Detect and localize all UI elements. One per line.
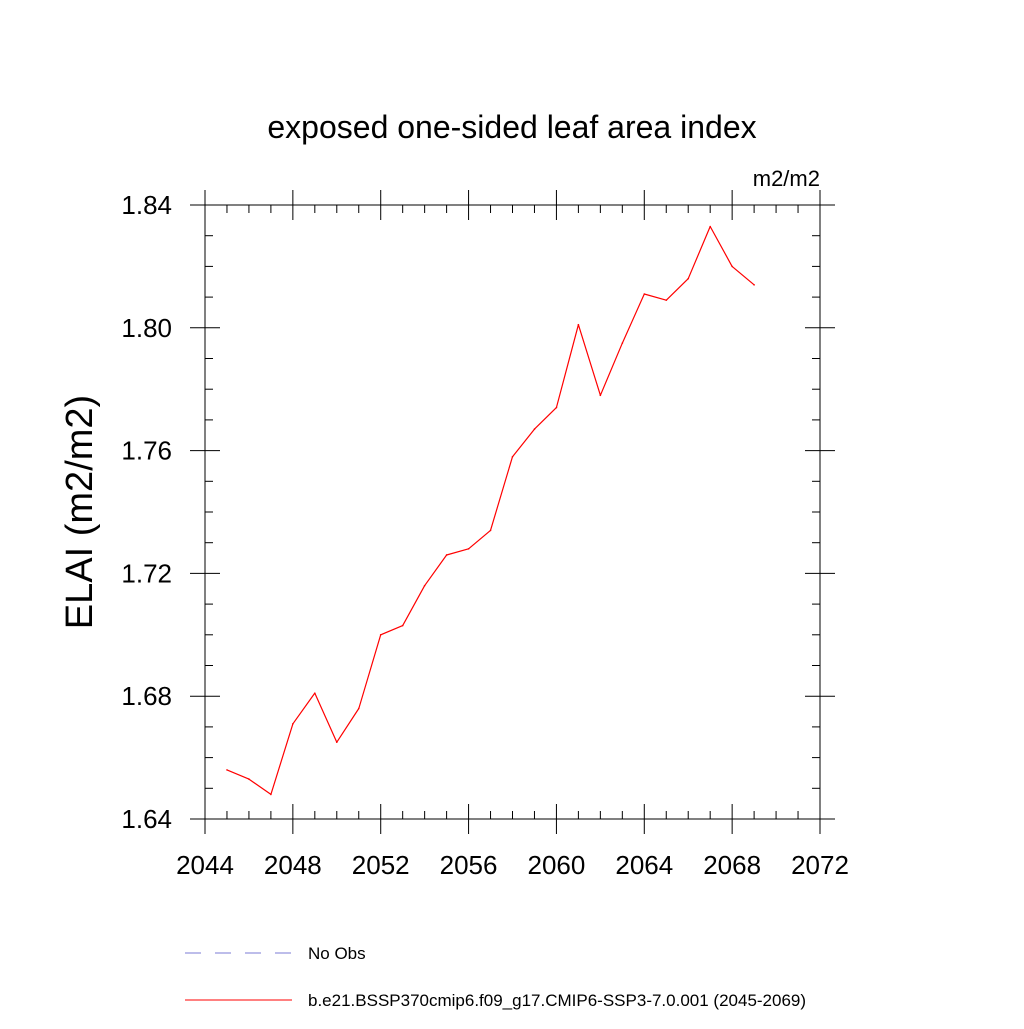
series-line [226,225,755,796]
data-point [555,406,558,409]
data-point [731,265,733,268]
data-point [423,584,426,587]
x-tick-label: 2060 [528,850,586,880]
y-axis-label: ELAI (m2/m2) [59,395,101,629]
legend: No Obs b.e21.BSSP370cmip6.f09_g17.CMIP6-S… [185,944,806,1010]
y-tick-labels: 1.64 1.68 1.72 1.76 1.80 1.84 [121,190,172,834]
data-point [599,394,602,397]
data-point [445,554,448,556]
data-point [511,455,514,458]
data-point [226,769,228,771]
units-label: m2/m2 [753,166,820,191]
legend-label: No Obs [308,944,366,963]
x-tick-label: 2052 [352,850,410,880]
y-tick-label: 1.80 [121,313,172,343]
data-point [335,741,338,744]
data-point [643,293,646,295]
data-point [709,225,711,228]
data-point [270,793,272,796]
data-point [753,284,755,286]
data-point [533,428,536,430]
x-tick-label: 2044 [176,850,234,880]
data-point [292,723,294,725]
x-tick-label: 2068 [703,850,761,880]
y-tick-label: 1.72 [121,558,172,588]
x-tick-label: 2072 [791,850,849,880]
legend-label: b.e21.BSSP370cmip6.f09_g17.CMIP6-SSP3-7.… [308,991,806,1010]
x-tick-labels: 2044 2048 2052 2056 2060 2064 2068 2072 [176,850,849,880]
data-point [577,323,580,326]
data-point [357,707,360,710]
x-tick-label: 2056 [440,850,498,880]
y-tick-label: 1.76 [121,436,172,466]
series-layer [226,225,755,796]
y-tick-label: 1.64 [121,804,172,834]
data-point [489,529,492,532]
data-point [665,299,668,301]
data-point [467,548,470,550]
major-ticks [190,190,835,834]
plot-frame [204,204,821,820]
chart-title: exposed one-sided leaf area index [267,109,756,145]
data-point [621,342,624,344]
data-point [248,778,250,780]
minor-ticks [205,205,820,819]
x-tick-label: 2064 [615,850,673,880]
x-tick-label: 2048 [264,850,322,880]
y-tick-label: 1.68 [121,681,172,711]
y-tick-label: 1.84 [121,190,172,220]
data-point [401,624,404,627]
data-point [687,277,690,280]
data-point [379,634,382,636]
data-point [314,692,316,694]
